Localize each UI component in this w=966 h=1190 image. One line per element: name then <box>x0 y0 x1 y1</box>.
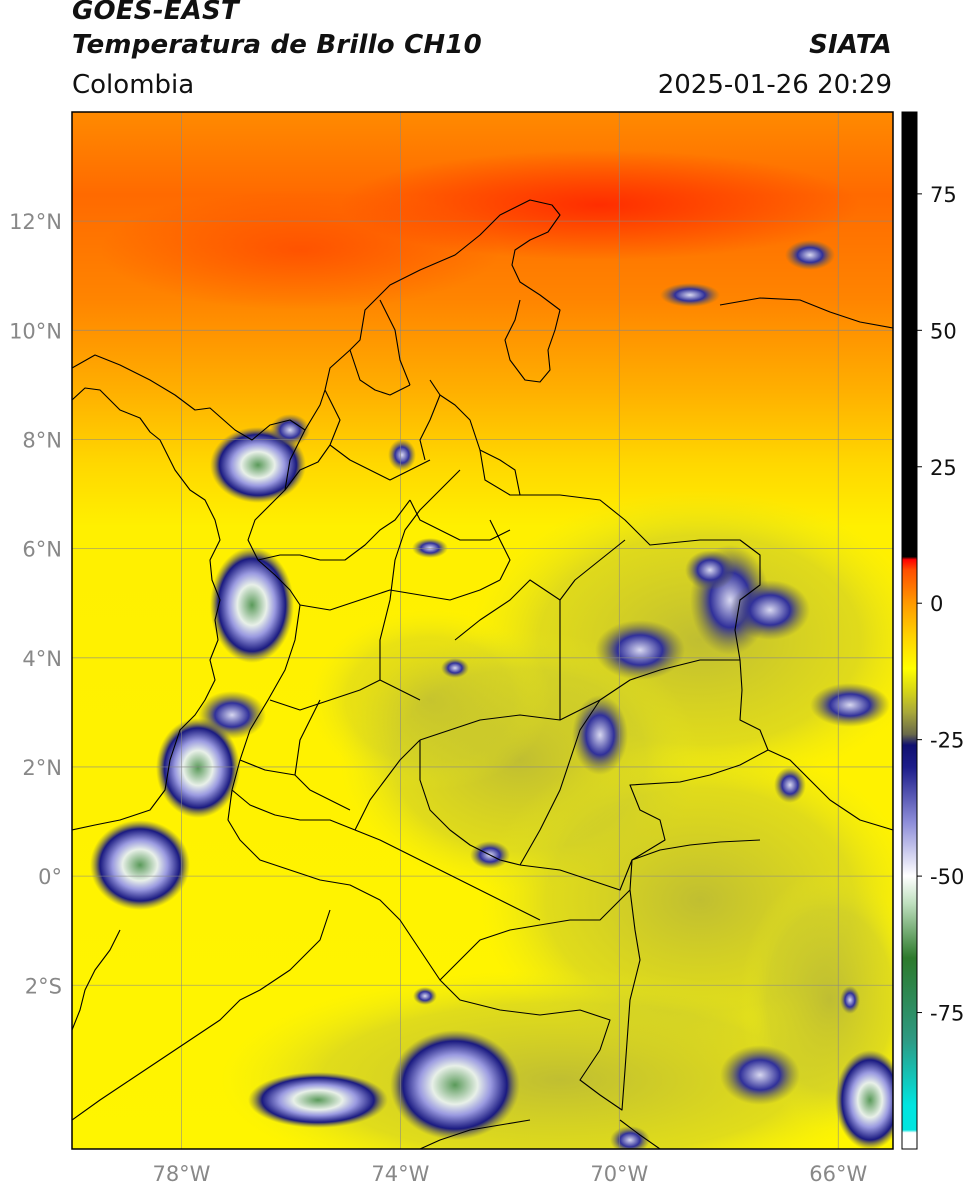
lat-tick-label: 6°N <box>22 538 62 562</box>
satellite-title: GOES-EAST <box>72 0 239 26</box>
longitude-labels: 78°W 74°W 70°W 66°W <box>152 1162 867 1186</box>
lat-tick-label: 10°N <box>9 319 62 343</box>
lon-tick-label: 78°W <box>152 1162 210 1186</box>
colorbar-tick-label: 50 <box>930 319 957 343</box>
colorbar-tick-label: -75 <box>930 1002 964 1026</box>
region-label: Colombia <box>72 70 195 100</box>
colorbar-tick-label: 25 <box>930 456 957 480</box>
lat-tick-label: 8°N <box>22 428 62 452</box>
lon-tick-label: 70°W <box>590 1162 648 1186</box>
boundaries <box>72 199 893 1149</box>
lat-tick-label: 2°S <box>25 974 62 998</box>
pacific-coastline <box>72 199 561 441</box>
colorbar: 75 50 25 0 -25 -50 -75 <box>901 111 964 1150</box>
lon-tick-label: 66°W <box>809 1162 867 1186</box>
latitude-labels: 12°N 10°N 8°N 6°N 4°N 2°N 0° 2°S <box>9 210 62 998</box>
venezuela-coast <box>719 297 893 329</box>
colorbar-tick-label: -50 <box>930 865 964 889</box>
lat-tick-label: 0° <box>38 865 62 889</box>
product-title: Temperatura de Brillo CH10 <box>72 30 482 60</box>
colorbar-tick-label: -25 <box>930 729 964 753</box>
organization-label: SIATA <box>809 30 892 60</box>
ecuador-coast <box>72 929 121 1031</box>
satellite-imagery <box>72 112 893 1149</box>
lat-tick-label: 12°N <box>9 210 62 234</box>
colorbar-tick-label: 75 <box>930 183 957 207</box>
map-frame <box>71 111 894 1150</box>
datetime-label: 2025-01-26 20:29 <box>657 70 892 100</box>
lat-tick-label: 4°N <box>22 647 62 671</box>
west-coast <box>72 387 221 831</box>
lat-tick-label: 2°N <box>22 756 62 780</box>
lon-tick-label: 74°W <box>371 1162 429 1186</box>
colorbar-ticks: 75 50 25 0 -25 -50 -75 <box>917 183 964 1026</box>
graticule <box>72 112 893 1149</box>
colorbar-tick-label: 0 <box>930 592 943 616</box>
